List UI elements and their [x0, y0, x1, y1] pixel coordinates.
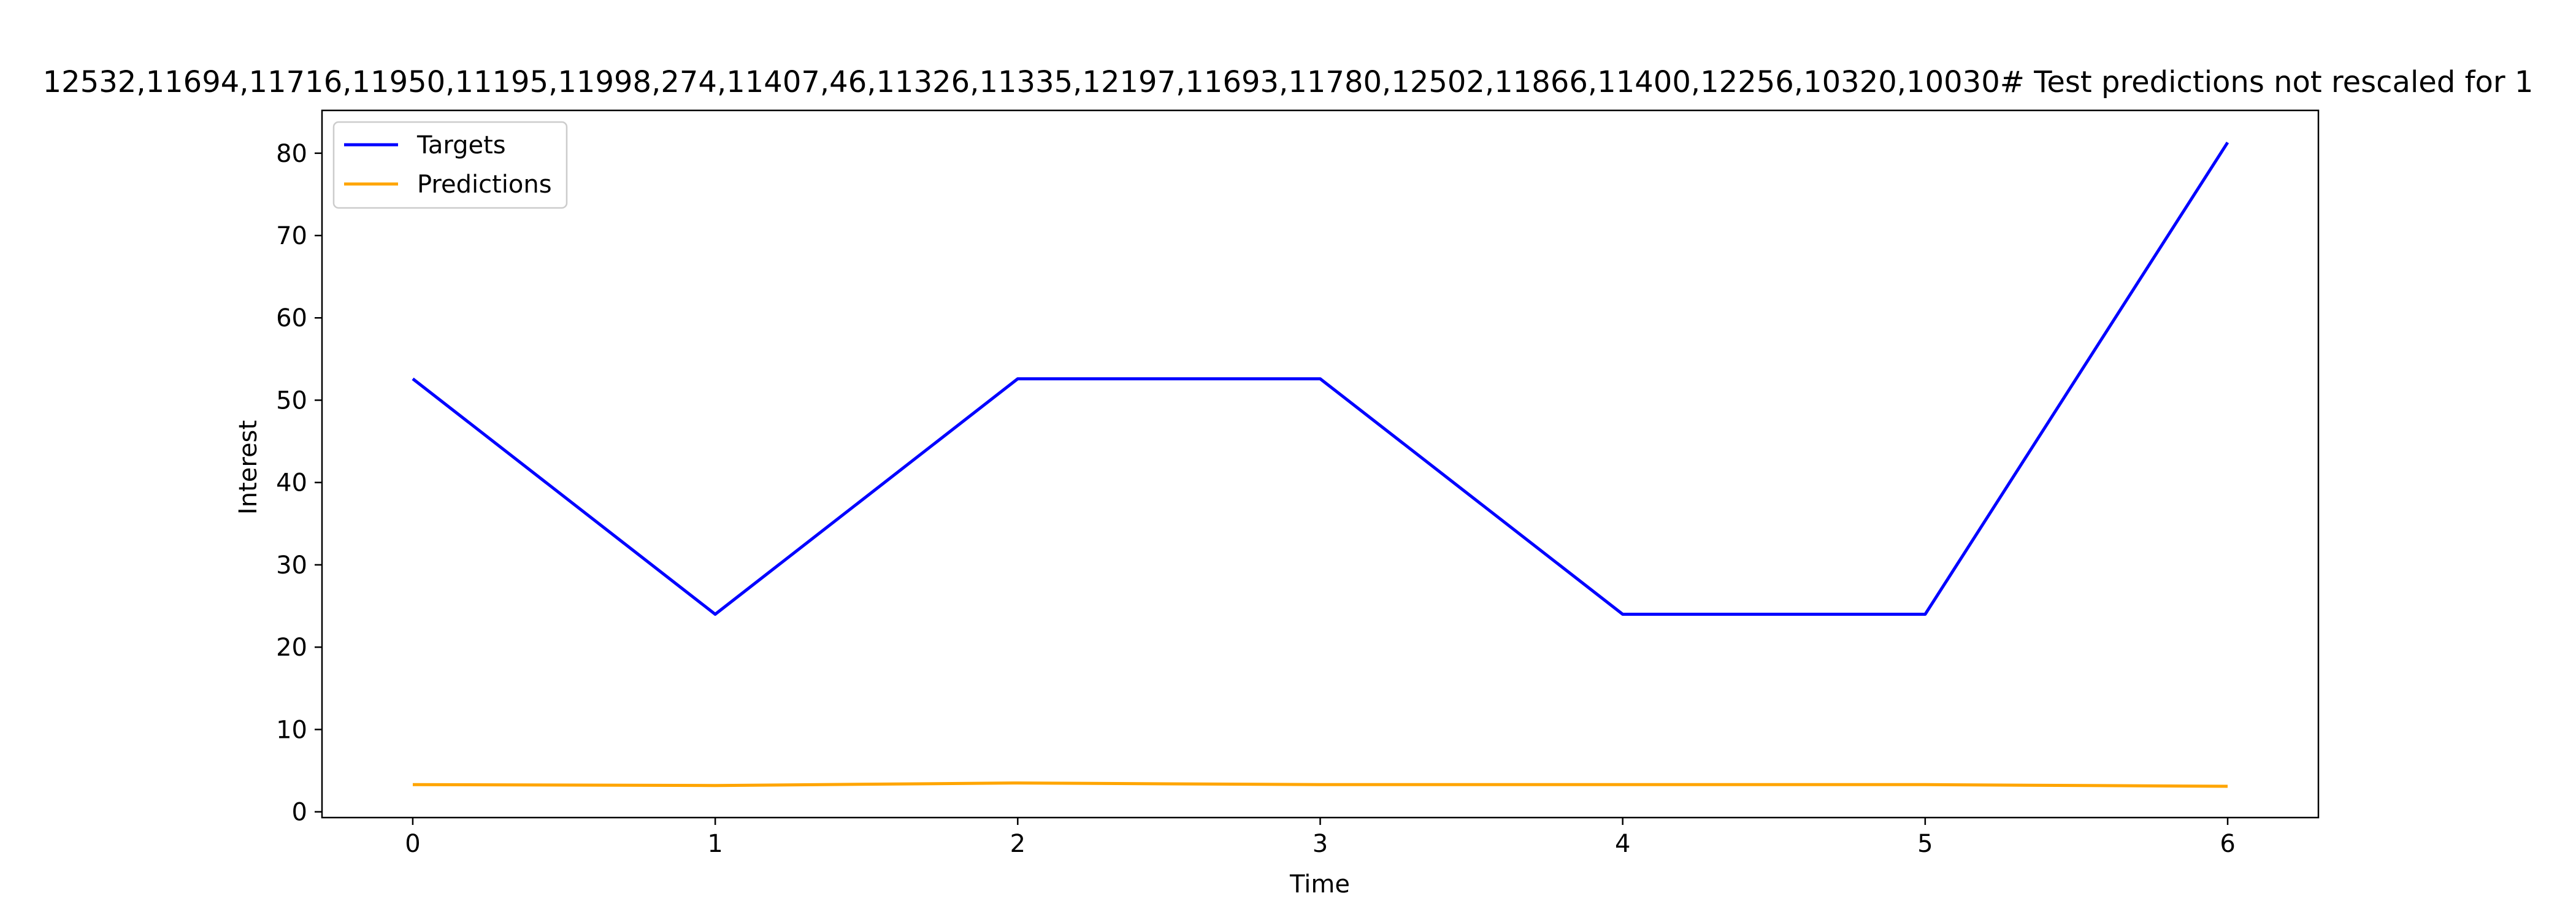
series-layer: [412, 141, 2229, 788]
y-tick-label: 30: [276, 551, 307, 580]
y-axis-label: Interest: [234, 420, 263, 515]
x-tick-label: 2: [1010, 830, 1025, 858]
series-line-predictions: [412, 781, 2228, 788]
x-tick-label: 3: [1313, 830, 1328, 858]
legend-label-targets: Targets: [416, 131, 506, 159]
legend-label-predictions: Predictions: [417, 171, 552, 199]
x-axis-label: Time: [1289, 870, 1350, 899]
y-tick-label: 80: [276, 140, 307, 168]
x-tick-label: 5: [1917, 830, 1933, 858]
y-tick-label: 0: [292, 799, 307, 827]
y-tick-label: 10: [276, 716, 307, 744]
plot-frame: [321, 109, 2320, 819]
y-tick-label: 50: [276, 386, 307, 415]
y-tick-label: 20: [276, 634, 307, 662]
y-tick-label: 40: [276, 469, 307, 497]
x-tick-label: 4: [1615, 830, 1630, 858]
y-tick-label: 70: [276, 222, 307, 250]
plot-background: [322, 110, 2318, 818]
chart-title: 12532,11694,11716,11950,11195,11998,274,…: [43, 65, 2534, 99]
series-line-targets: [412, 141, 2229, 616]
x-tick-label: 1: [707, 830, 723, 858]
legend: Targets Predictions: [332, 121, 568, 209]
x-tick-label: 0: [405, 830, 420, 858]
y-tick-label: 60: [276, 304, 307, 332]
x-tick-label: 6: [2220, 830, 2235, 858]
